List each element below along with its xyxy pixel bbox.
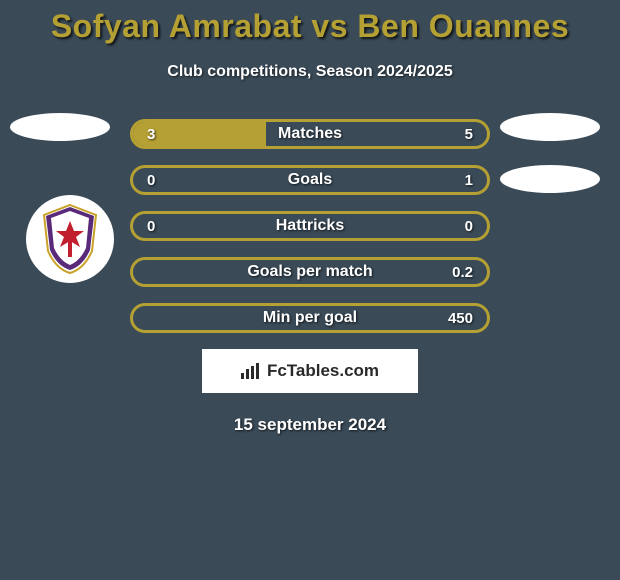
- stat-row: 01Goals: [130, 165, 490, 195]
- stat-label: Matches: [133, 122, 487, 146]
- stat-label: Goals per match: [133, 260, 487, 284]
- bar-chart-icon: [241, 363, 261, 379]
- stat-row: 0.2Goals per match: [130, 257, 490, 287]
- page-title: Sofyan Amrabat vs Ben Ouannes: [0, 8, 620, 45]
- subtitle: Club competitions, Season 2024/2025: [0, 63, 620, 81]
- site-attribution: FcTables.com: [202, 349, 418, 393]
- stat-label: Goals: [133, 168, 487, 192]
- player-right-badge-2: [500, 165, 600, 193]
- stat-label: Min per goal: [133, 306, 487, 330]
- infographic-container: Sofyan Amrabat vs Ben Ouannes Club compe…: [0, 0, 620, 435]
- player-left-badge-1: [10, 113, 110, 141]
- player-right-badge-1: [500, 113, 600, 141]
- fiorentina-icon: [40, 203, 100, 275]
- stat-row: 450Min per goal: [130, 303, 490, 333]
- stat-label: Hattricks: [133, 214, 487, 238]
- stat-row: 35Matches: [130, 119, 490, 149]
- stat-row: 00Hattricks: [130, 211, 490, 241]
- date-text: 15 september 2024: [0, 415, 620, 435]
- club-badge-left: [26, 195, 114, 283]
- stats-area: 35Matches 01Goals 00Hattricks 0.2Goals per …: [0, 119, 620, 333]
- site-label: FcTables.com: [267, 361, 379, 381]
